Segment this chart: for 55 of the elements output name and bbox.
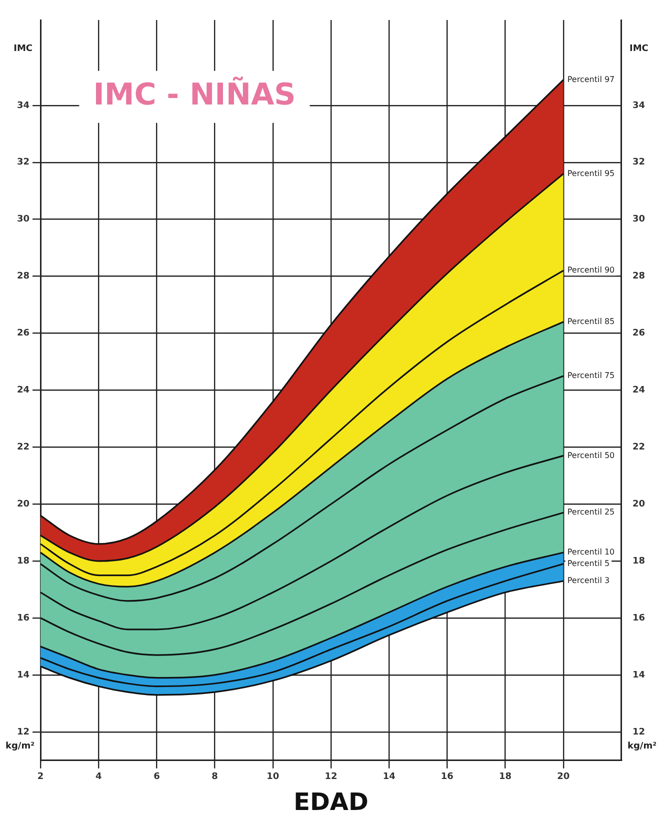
y2-tick-label: 24 — [632, 386, 646, 396]
x-tick-label: 2 — [37, 772, 44, 782]
x-tick-label: 20 — [557, 772, 570, 782]
text: IMC - NIÑAS — [93, 76, 296, 113]
y-tick-label: 34 — [16, 100, 30, 111]
x-axis-title: EDAD — [294, 788, 368, 816]
line-series — [40, 454, 564, 630]
y2-tick-label: 20 — [632, 499, 646, 510]
series-label: Percentil 10 — [567, 548, 615, 557]
series-label: Percentil 25 — [567, 508, 615, 517]
y-axis-title: IMC — [14, 44, 33, 54]
y2-tick-label: 30 — [632, 214, 646, 225]
y2-tick-label: 16 — [632, 613, 646, 624]
series-label: Percentil 85 — [567, 316, 615, 326]
x-tick-label: 18 — [499, 772, 512, 782]
y-tick-label: 12 — [16, 727, 30, 738]
y-tick-label: 14 — [16, 670, 30, 680]
y-tick-label: 30 — [16, 214, 30, 225]
series-label: Percentil 75 — [567, 371, 615, 380]
text: kg/m² — [5, 742, 35, 752]
x-tick-label: 6 — [154, 772, 160, 782]
y-tick-label: 20 — [16, 499, 30, 510]
x-tick-label: 8 — [212, 772, 218, 782]
x-tick-label: 14 — [382, 772, 396, 782]
text: kg/m² — [627, 742, 657, 752]
series-label: Percentil 3 — [567, 576, 610, 586]
series-label: Percentil 97 — [567, 74, 615, 84]
y2-tick-label: 18 — [632, 556, 646, 566]
x-tick-label: 16 — [440, 772, 454, 782]
y2-tick-label: 26 — [632, 328, 646, 339]
series-label: Percentil 5 — [567, 558, 610, 568]
y2-tick-label: 22 — [632, 442, 646, 452]
line-series — [40, 270, 564, 576]
line-series — [40, 512, 564, 656]
x-tick-label: 4 — [95, 772, 102, 782]
y-tick-label: 24 — [16, 386, 30, 396]
y2-axis-title: IMC — [629, 44, 649, 54]
y-tick-label: 28 — [16, 272, 30, 282]
y-tick-label: 22 — [16, 442, 30, 452]
y-tick-label: 32 — [16, 158, 30, 168]
y2-tick-label: 14 — [632, 670, 646, 680]
y-tick-label: 16 — [16, 613, 30, 624]
line-series — [40, 375, 564, 602]
series-label: Percentil 50 — [567, 450, 615, 460]
series-label: Percentil 90 — [567, 266, 615, 275]
x-tick-label: 10 — [266, 772, 280, 782]
y-tick-label: 18 — [16, 556, 30, 566]
y-tick-label: 26 — [16, 328, 30, 339]
x-tick-label: 12 — [324, 772, 338, 782]
y2-tick-label: 32 — [632, 158, 646, 168]
line-series — [40, 580, 564, 696]
y2-tick-label: 28 — [632, 272, 646, 282]
y2-tick-label: 34 — [632, 100, 646, 111]
y2-tick-label: 12 — [632, 727, 646, 738]
series-label: Percentil 95 — [567, 168, 615, 178]
